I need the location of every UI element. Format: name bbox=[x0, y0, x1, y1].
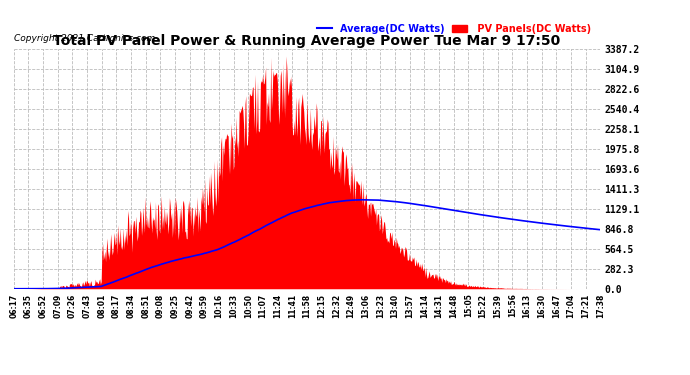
Legend: Average(DC Watts),  PV Panels(DC Watts): Average(DC Watts), PV Panels(DC Watts) bbox=[313, 20, 595, 38]
Title: Total PV Panel Power & Running Average Power Tue Mar 9 17:50: Total PV Panel Power & Running Average P… bbox=[53, 34, 561, 48]
Text: Copyright 2021 Cartronics.com: Copyright 2021 Cartronics.com bbox=[14, 34, 155, 44]
